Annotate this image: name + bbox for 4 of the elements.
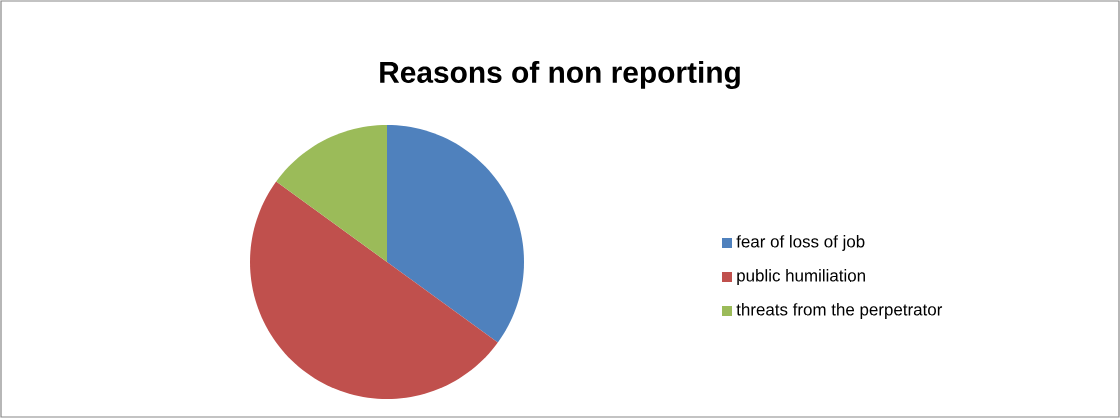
legend-label: public humiliation (737, 269, 865, 285)
legend-label: threats from the perpetrator (736, 303, 943, 319)
chart-title: Reasons of non reporting (380, 61, 740, 89)
legend-label: fear of loss of job (736, 235, 865, 251)
